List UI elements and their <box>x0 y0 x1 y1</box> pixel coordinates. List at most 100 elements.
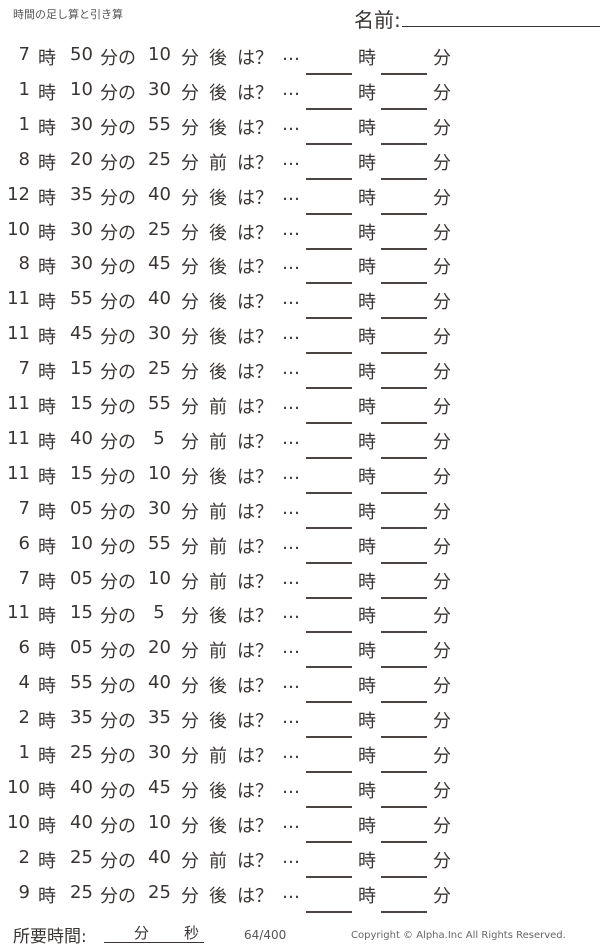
problem-minute: 30 <box>70 253 93 275</box>
answer-hour-unit: 時 <box>358 466 376 488</box>
answer-minute-field[interactable] <box>381 387 427 390</box>
ellipsis: … <box>282 881 300 903</box>
answer-minute-field[interactable] <box>381 631 427 634</box>
question-label: は？ <box>237 850 273 872</box>
answer-hour-field[interactable] <box>306 422 352 424</box>
problem-row: 7 時 05 分の 10 分前は？… 時分 <box>0 567 600 599</box>
answer-hour-field[interactable] <box>306 107 352 110</box>
problem-amount: 40 <box>148 183 171 205</box>
name-field[interactable] <box>402 26 600 27</box>
question-label: は？ <box>237 82 273 104</box>
answer-minute-field[interactable] <box>381 526 427 529</box>
answer-minute-field[interactable] <box>381 107 427 110</box>
answer-hour-unit: 時 <box>358 815 376 837</box>
amount-unit: 分 <box>181 431 199 453</box>
answer-hour-field[interactable] <box>306 771 352 773</box>
answer-hour-field[interactable] <box>306 631 352 634</box>
answer-hour-field[interactable] <box>306 840 352 843</box>
problem-minute: 55 <box>70 288 93 310</box>
answer-hour-field[interactable] <box>306 875 352 878</box>
answer-minute-field[interactable] <box>381 736 427 739</box>
answer-hour-field[interactable] <box>306 736 352 739</box>
answer-hour-unit: 時 <box>358 501 376 523</box>
direction: 後 <box>209 257 227 279</box>
problem-hour: 11 <box>7 427 30 449</box>
minute-of-label: 分の <box>100 397 136 418</box>
ellipsis: … <box>282 113 300 135</box>
problem-row: 9 時 25 分の 25 分後は？… 時分 <box>0 881 600 913</box>
answer-minute-field[interactable] <box>381 840 427 843</box>
problem-minute: 15 <box>70 358 93 380</box>
answer-minute-field[interactable] <box>381 282 427 285</box>
direction: 後 <box>209 815 227 837</box>
answer-minute-field[interactable] <box>381 142 427 145</box>
answer-hour-field[interactable] <box>306 212 352 215</box>
ellipsis: … <box>282 811 300 833</box>
answer-hour-field[interactable] <box>306 387 352 390</box>
hour-unit: 時 <box>38 257 56 279</box>
answer-hour-field[interactable] <box>306 282 352 285</box>
answer-hour-field[interactable] <box>306 805 352 808</box>
answer-hour-unit: 時 <box>358 257 376 279</box>
answer-hour-field[interactable] <box>306 596 352 599</box>
answer-minute-field[interactable] <box>381 456 427 459</box>
answer-hour-field[interactable] <box>306 526 352 529</box>
answer-hour-field[interactable] <box>306 491 352 494</box>
time-taken-field[interactable] <box>104 942 204 943</box>
answer-minute-field[interactable] <box>381 910 427 913</box>
answer-hour-field[interactable] <box>306 73 352 75</box>
amount-unit: 分 <box>181 397 199 418</box>
answer-hour-field[interactable] <box>306 456 352 459</box>
amount-unit: 分 <box>181 606 199 628</box>
answer-hour-field[interactable] <box>306 177 352 180</box>
answer-minute-field[interactable] <box>381 561 427 564</box>
answer-minute-field[interactable] <box>381 596 427 599</box>
direction: 前 <box>209 501 227 523</box>
minute-of-label: 分の <box>100 501 136 523</box>
answer-minute-field[interactable] <box>381 875 427 878</box>
minute-of-label: 分の <box>100 431 136 453</box>
answer-minute-field[interactable] <box>381 352 427 355</box>
answer-hour-unit: 時 <box>358 397 376 418</box>
answer-minute-unit: 分 <box>433 362 451 384</box>
answer-hour-field[interactable] <box>306 701 352 704</box>
problem-minute: 25 <box>70 846 93 868</box>
problem-hour: 12 <box>7 183 30 205</box>
answer-hour-field[interactable] <box>306 247 352 250</box>
minute-of-label: 分の <box>100 885 136 907</box>
answer-hour-field[interactable] <box>306 317 352 320</box>
problem-amount: 30 <box>148 78 171 100</box>
answer-minute-field[interactable] <box>381 771 427 773</box>
hour-unit: 時 <box>38 48 56 69</box>
answer-minute-field[interactable] <box>381 805 427 808</box>
problem-minute: 40 <box>70 776 93 798</box>
direction: 後 <box>209 466 227 488</box>
answer-hour-unit: 時 <box>358 606 376 628</box>
problem-minute: 05 <box>70 567 93 589</box>
direction: 後 <box>209 780 227 802</box>
problem-hour: 11 <box>7 602 30 624</box>
answer-minute-field[interactable] <box>381 212 427 215</box>
answer-minute-field[interactable] <box>381 666 427 669</box>
answer-minute-field[interactable] <box>381 317 427 320</box>
answer-hour-field[interactable] <box>306 561 352 564</box>
problem-minute: 55 <box>70 672 93 694</box>
question-label: は？ <box>237 676 273 698</box>
answer-minute-field[interactable] <box>381 247 427 250</box>
problem-row: 8 時 20 分の 25 分前は？… 時分 <box>0 149 600 180</box>
answer-minute-field[interactable] <box>381 177 427 180</box>
answer-hour-field[interactable] <box>306 666 352 669</box>
problem-amount: 10 <box>148 462 171 484</box>
answer-minute-field[interactable] <box>381 701 427 704</box>
time-minutes-label: 分 <box>134 924 150 942</box>
ellipsis: … <box>282 707 300 729</box>
answer-minute-field[interactable] <box>381 422 427 424</box>
answer-hour-field[interactable] <box>306 910 352 913</box>
answer-hour-field[interactable] <box>306 352 352 355</box>
question-label: は？ <box>237 431 273 453</box>
hour-unit: 時 <box>38 606 56 628</box>
hour-unit: 時 <box>38 292 56 314</box>
answer-hour-field[interactable] <box>306 142 352 145</box>
answer-minute-field[interactable] <box>381 491 427 494</box>
answer-minute-field[interactable] <box>381 73 427 75</box>
